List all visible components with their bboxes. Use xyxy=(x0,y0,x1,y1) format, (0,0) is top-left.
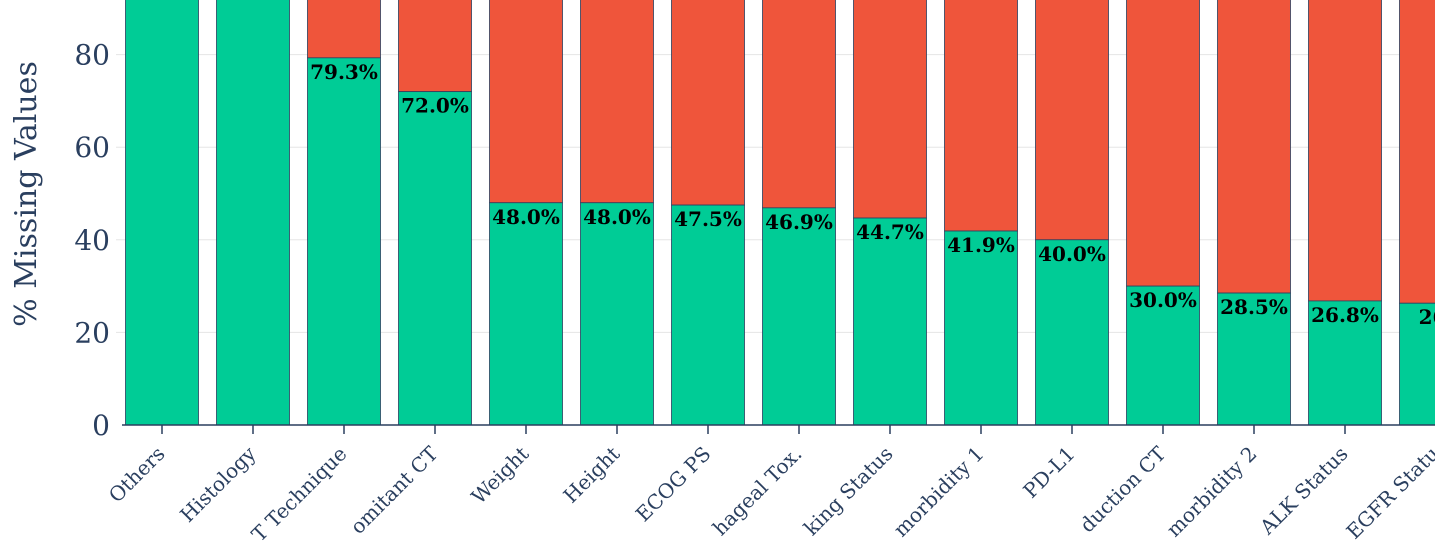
bar-available-rt-technique xyxy=(307,57,381,426)
data-label-height: 48.0% xyxy=(583,205,651,229)
data-label-smoking-status: 44.7% xyxy=(856,220,924,244)
bar-available-esophageal-tox xyxy=(762,207,836,426)
y-tick-label: 80 xyxy=(74,39,110,72)
bar-missing-weight xyxy=(489,0,563,204)
bar-missing-esophageal-tox xyxy=(762,0,836,209)
x-tick-label-concomitant-ct: omitant CT xyxy=(345,441,443,539)
data-label-weight: 48.0% xyxy=(492,205,560,229)
bar-missing-rt-technique xyxy=(307,0,381,59)
y-tick-label: 60 xyxy=(74,131,110,164)
bar-available-alk-status xyxy=(1308,300,1382,426)
bar-missing-concomitant-ct xyxy=(398,0,472,93)
x-tick-label-pd-l1: PD-L1 xyxy=(1018,442,1079,503)
bar-available-egfr-status xyxy=(1399,302,1435,426)
x-tick-label-height: Height xyxy=(558,442,624,508)
data-label-comorbidity-1: 41.9% xyxy=(947,233,1015,257)
data-label-comorbidity-2: 28.5% xyxy=(1220,295,1288,319)
x-tick-label-smoking-status: king Status xyxy=(799,442,898,541)
bar-missing-alk-status xyxy=(1308,0,1382,302)
x-tick-label-ecog-ps: ECOG PS xyxy=(631,442,716,527)
y-tick-label: 20 xyxy=(74,316,110,349)
x-tick-label-others: Others xyxy=(104,442,170,508)
bars xyxy=(125,0,1435,426)
data-label-rt-technique: 79.3% xyxy=(310,60,378,84)
x-tick-label-histology: Histology xyxy=(175,441,261,527)
data-label-esophageal-tox: 46.9% xyxy=(765,210,833,234)
bar-missing-egfr-status xyxy=(1399,0,1435,304)
bar-missing-comorbidity-2 xyxy=(1217,0,1291,294)
data-label-egfr-status: 26. xyxy=(1419,305,1435,329)
bar-missing-height xyxy=(580,0,654,204)
bar-available-histology xyxy=(216,0,290,426)
x-tick-label-rt-technique: T Technique xyxy=(247,442,352,547)
y-axis-title: % Missing Values xyxy=(9,61,44,327)
x-tick-label-egfr-status: EGFR Statu xyxy=(1341,441,1435,543)
bar-missing-induction-ct xyxy=(1126,0,1200,287)
x-tick-label-alk-status: ALK Status xyxy=(1254,442,1352,540)
y-tick-label: 0 xyxy=(92,409,110,442)
x-tick-label-comorbidity-1: morbidity 1 xyxy=(889,442,989,542)
bar-available-comorbidity-2 xyxy=(1217,292,1291,426)
data-label-concomitant-ct: 72.0% xyxy=(401,94,469,118)
bar-available-height xyxy=(580,202,654,426)
bar-available-smoking-status xyxy=(853,217,927,426)
data-label-induction-ct: 30.0% xyxy=(1129,288,1197,312)
data-label-alk-status: 26.8% xyxy=(1311,303,1379,327)
bar-missing-comorbidity-1 xyxy=(944,0,1018,232)
bar-available-weight xyxy=(489,202,563,426)
x-tick-label-weight: Weight xyxy=(466,442,533,509)
x-tick-label-esophageal-tox: hageal Tox. xyxy=(708,442,807,541)
data-label-pd-l1: 40.0% xyxy=(1038,242,1106,266)
data-labels: 79.3% 72.0% 48.0% 48.0% 47.5% 46.9% 44.7% 41.9%… xyxy=(310,60,1435,329)
bar-missing-pd-l1 xyxy=(1035,0,1109,241)
bar-missing-smoking-status xyxy=(853,0,927,219)
bar-missing-ecog-ps xyxy=(671,0,745,206)
x-tick-label-comorbidity-2: morbidity 2 xyxy=(1162,442,1262,542)
bar-available-induction-ct xyxy=(1126,285,1200,426)
bar-available-comorbidity-1 xyxy=(944,230,1018,426)
data-label-ecog-ps: 47.5% xyxy=(674,207,742,231)
bar-available-pd-l1 xyxy=(1035,239,1109,426)
x-tick-label-induction-ct: duction CT xyxy=(1075,441,1171,537)
y-tick-label: 40 xyxy=(74,224,110,257)
bar-available-concomitant-ct xyxy=(398,91,472,426)
bar-available-ecog-ps xyxy=(671,204,745,426)
bar-available-others xyxy=(125,0,199,426)
